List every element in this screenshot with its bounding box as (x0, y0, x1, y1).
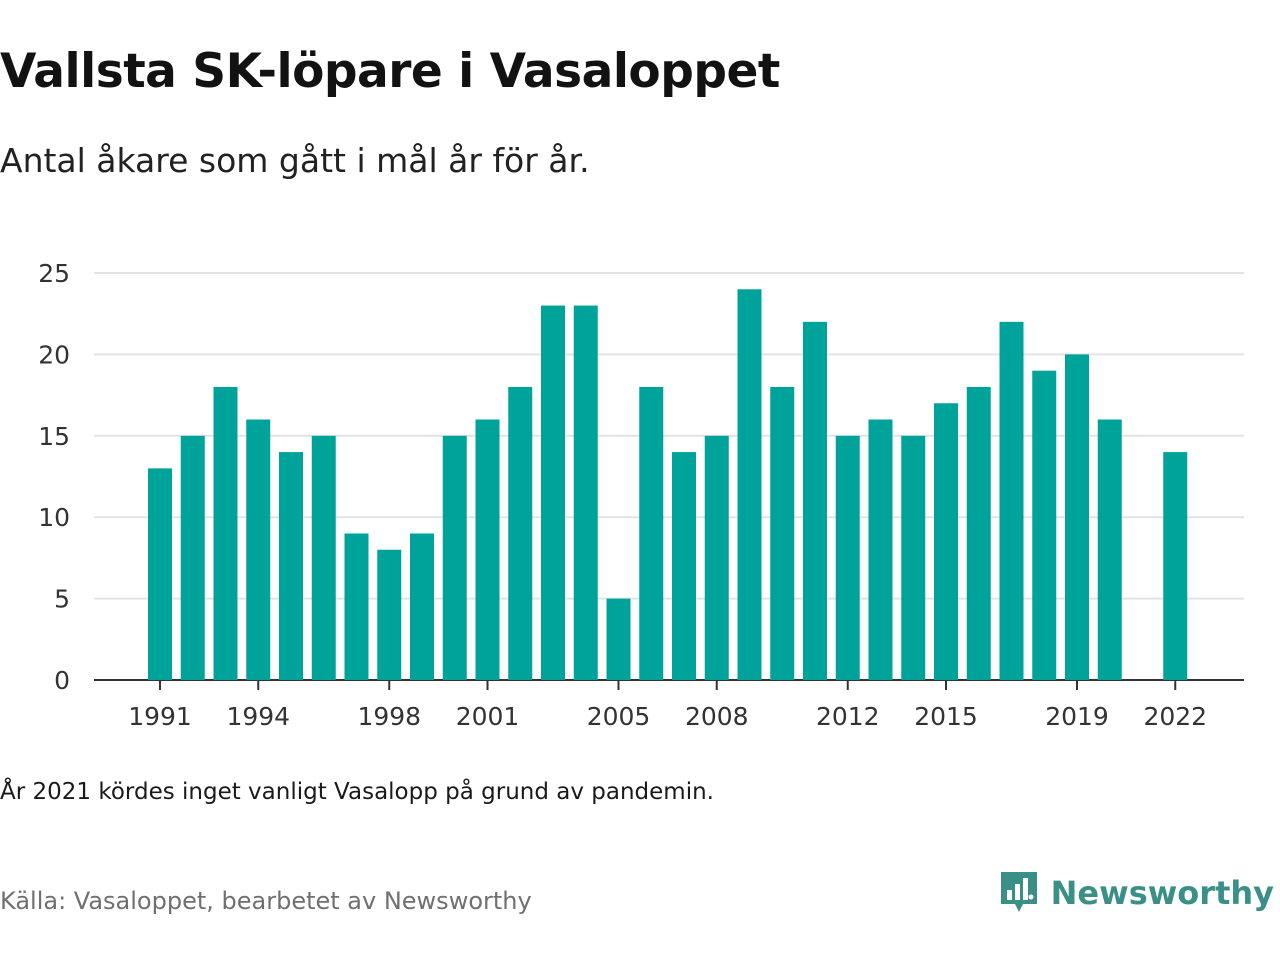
bar-2018 (1032, 370, 1057, 680)
bar-2004 (573, 305, 598, 680)
bar-2019 (1065, 354, 1089, 680)
chart-subtitle: Antal åkare som gått i mål år för år. (0, 141, 590, 180)
chart-title: Vallsta SK-löpare i Vasaloppet (0, 44, 780, 99)
bar-2016 (966, 386, 991, 680)
bar-2000 (442, 435, 467, 680)
y-tick-label: 0 (54, 666, 70, 695)
chart-note: År 2021 kördes inget vanligt Vasalopp på… (0, 779, 714, 805)
bar-2007 (672, 452, 696, 680)
bar-2003 (541, 305, 565, 680)
bar-2017 (999, 321, 1024, 680)
bar-2008 (704, 435, 729, 680)
y-tick-label: 10 (38, 503, 70, 532)
bar-2009 (737, 289, 762, 680)
bar-1996 (311, 435, 336, 680)
bar-1992 (180, 435, 205, 680)
bar-1994 (246, 419, 271, 680)
x-tick-label: 2022 (1143, 702, 1207, 731)
x-tick-label: 1994 (226, 702, 290, 731)
y-tick-label: 20 (38, 340, 70, 369)
bar-1991 (148, 468, 172, 680)
bar-2012 (835, 435, 860, 680)
x-tick-label: 2008 (685, 702, 749, 731)
y-tick-label: 15 (38, 422, 70, 451)
x-tick-label: 2001 (456, 702, 520, 731)
x-tick-label: 2012 (816, 702, 880, 731)
y-axis-ticks: 0 5 10 15 20 25 (38, 259, 70, 695)
source-text: Källa: Vasaloppet, bearbetet av Newswort… (0, 887, 532, 915)
y-tick-label: 5 (54, 585, 70, 614)
x-tick-label: 1998 (357, 702, 421, 731)
bar-1999 (410, 533, 434, 680)
bar-chart: 0 5 10 15 20 25 1991 1994 1998 2001 2005 2008 2012 2… (38, 259, 1244, 731)
newsworthy-logo-icon (1000, 872, 1037, 912)
brand-logo: Newsworthy (999, 870, 1274, 916)
brand-name: Newsworthy (1050, 874, 1274, 912)
bar-1998 (377, 549, 402, 680)
bar-2011 (803, 321, 827, 680)
x-tick-label: 2019 (1045, 702, 1109, 731)
y-tick-label: 25 (38, 259, 70, 288)
bar-2006 (639, 386, 664, 680)
bar-2010 (770, 386, 795, 680)
x-tick-label: 2015 (914, 702, 978, 731)
bar-1993 (213, 386, 238, 680)
bar-2022 (1163, 452, 1188, 680)
bar-2001 (475, 419, 500, 680)
bar-2013 (868, 419, 893, 680)
x-axis-ticks: 1991 1994 1998 2001 2005 2008 2012 2015 2019 2022 (128, 680, 1207, 731)
bar-2014 (901, 435, 926, 680)
bar-2020 (1097, 419, 1122, 680)
bar-2005 (606, 598, 631, 680)
bar-1995 (279, 452, 303, 680)
bars (148, 289, 1188, 680)
bar-2002 (508, 386, 533, 680)
bar-2015 (934, 403, 958, 680)
bar-1997 (344, 533, 369, 680)
x-tick-label: 1991 (128, 702, 192, 731)
x-tick-label: 2005 (587, 702, 651, 731)
